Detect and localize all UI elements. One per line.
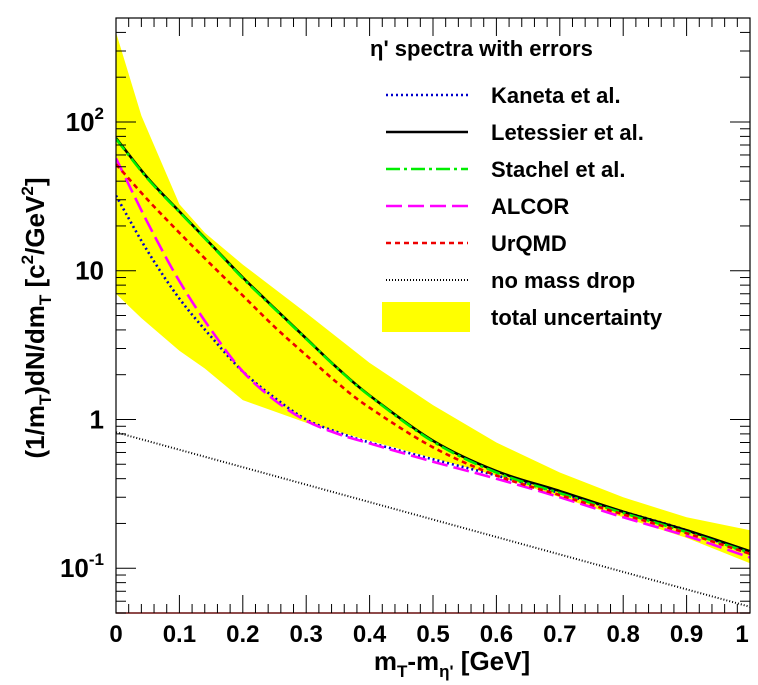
x-tick-label: 0.5 xyxy=(416,621,449,648)
uncertainty-band xyxy=(116,32,750,564)
legend-swatch-total-uncertainty xyxy=(382,302,470,332)
legend-label-kaneta-et-al: Kaneta et al. xyxy=(491,83,621,108)
legend-label-total-uncertainty: total uncertainty xyxy=(491,305,663,330)
y-ticks xyxy=(116,17,750,614)
x-tick-label: 0.2 xyxy=(226,621,259,648)
legend-title: η' spectra with errors xyxy=(370,36,593,61)
x-ticks xyxy=(115,18,751,613)
series-line-stachel-et-al xyxy=(116,138,750,555)
x-tick-label: 0.6 xyxy=(480,621,513,648)
y-tick-labels: 10-1 1 10 102 xyxy=(60,104,104,583)
legend-label-alcor: ALCOR xyxy=(491,194,569,219)
legend-label-no-mass-drop: no mass drop xyxy=(491,268,635,293)
x-tick-label: 0.3 xyxy=(290,621,323,648)
plot-area xyxy=(116,32,750,608)
series-layer xyxy=(116,137,750,608)
series-line-urqmd xyxy=(116,163,750,556)
x-tick-labels: 0 0.1 0.2 0.3 0.4 0.5 0.6 0.7 0.8 0.9 1 xyxy=(109,621,748,648)
y-axis-title: (1/mT)dN/dmT [c2/GeV2] xyxy=(18,178,55,459)
legend: η' spectra with errors Kaneta et al. Lete… xyxy=(370,36,663,332)
x-tick-label: 0.4 xyxy=(353,621,387,648)
x-tick-label: 0 xyxy=(109,621,122,648)
x-tick-label: 0.8 xyxy=(607,621,640,648)
y-tick-label: 10-1 xyxy=(60,550,104,583)
x-tick-label: 0.7 xyxy=(543,621,576,648)
series-line-alcor xyxy=(116,157,750,559)
x-axis-title: mT-mη' [GeV] xyxy=(374,646,530,681)
x-tick-label: 0.9 xyxy=(670,621,703,648)
legend-label-urqmd: UrQMD xyxy=(491,231,567,256)
x-tick-label: 0.1 xyxy=(163,621,196,648)
legend-label-stachel-et-al: Stachel et al. xyxy=(491,157,626,182)
legend-label-letessier-et-al: Letessier et al. xyxy=(491,120,644,145)
x-tick-label: 1 xyxy=(735,621,748,648)
y-tick-label: 1 xyxy=(90,404,104,434)
y-tick-label: 102 xyxy=(66,104,104,137)
y-tick-label: 10 xyxy=(75,256,104,286)
